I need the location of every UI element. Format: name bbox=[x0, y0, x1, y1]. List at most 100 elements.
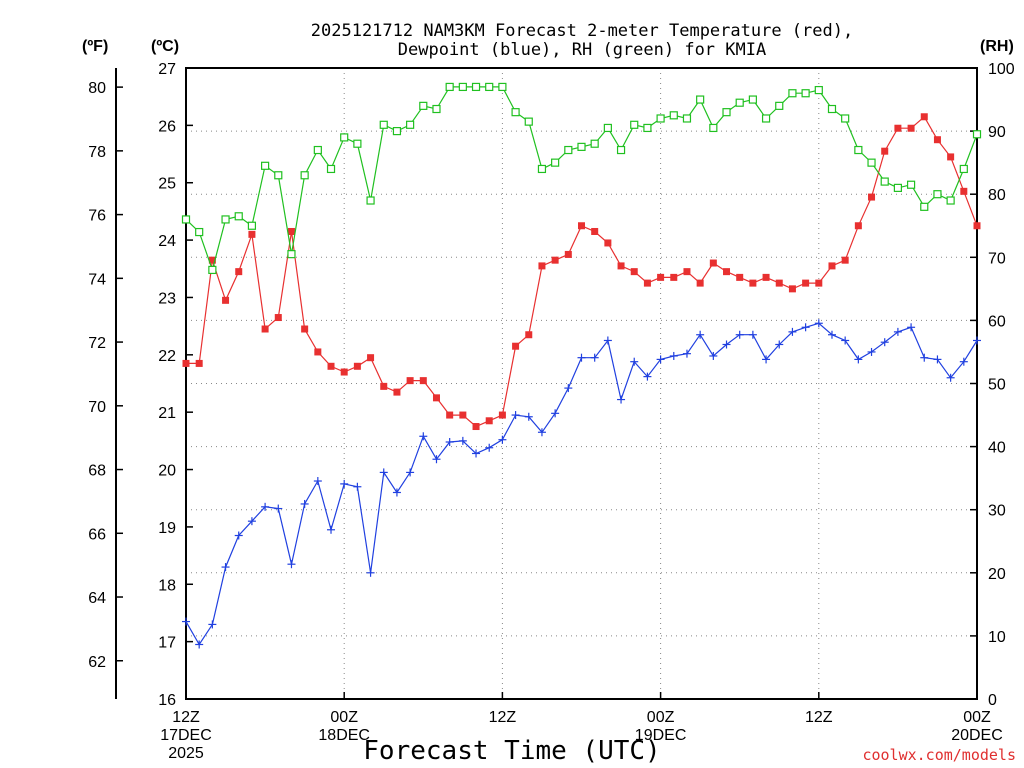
dewpoint-point bbox=[709, 351, 718, 360]
dewpoint-point bbox=[722, 340, 731, 349]
temperature-point bbox=[525, 331, 533, 339]
rh-point bbox=[366, 196, 375, 205]
temperature-point bbox=[551, 256, 559, 264]
rh-point bbox=[471, 82, 481, 92]
rh-point bbox=[419, 101, 428, 110]
temperature-point bbox=[195, 359, 203, 367]
dewpoint-point bbox=[485, 443, 494, 452]
rh-point bbox=[221, 215, 230, 224]
rh-tick-label: 40 bbox=[988, 440, 1006, 457]
celsius-tick-label: 19 bbox=[158, 520, 176, 537]
rh-point bbox=[181, 215, 191, 224]
rh-point bbox=[893, 183, 903, 192]
time-tick-label: 12Z bbox=[489, 709, 517, 726]
temperature-point bbox=[947, 153, 955, 161]
time-tick-label: 2025 bbox=[168, 745, 204, 762]
temperature-point bbox=[353, 362, 361, 370]
rh-point bbox=[208, 265, 217, 275]
time-tick-label: 12Z bbox=[805, 709, 833, 726]
dewpoint-point bbox=[458, 436, 467, 445]
time-tick-label: 00Z bbox=[330, 709, 358, 726]
dewpoint-point bbox=[682, 349, 691, 358]
rh-point bbox=[498, 82, 507, 92]
rh-point bbox=[867, 158, 876, 167]
rh-point bbox=[340, 133, 349, 142]
rh-point bbox=[577, 142, 586, 151]
celsius-axis-ticks: 16 17 18 19 20 21 22 23 24 25 26 27 bbox=[158, 61, 193, 709]
temperature-point bbox=[432, 394, 440, 402]
temperature-point bbox=[208, 256, 216, 264]
rh-point bbox=[761, 114, 771, 123]
dewpoint-point bbox=[366, 568, 375, 577]
rh-point bbox=[854, 145, 863, 155]
grid-lines bbox=[186, 68, 977, 699]
dewpoint-point bbox=[182, 617, 190, 626]
dewpoint-point bbox=[577, 353, 586, 362]
dewpoint-point bbox=[669, 351, 678, 360]
rh-point bbox=[551, 158, 560, 167]
temperature-point bbox=[446, 411, 454, 419]
rh-tick-label: 30 bbox=[988, 503, 1006, 520]
dewpoint-point bbox=[564, 384, 573, 393]
rh-point bbox=[432, 104, 441, 114]
temperature-point bbox=[907, 124, 915, 132]
dewpoint-point bbox=[920, 353, 929, 362]
series-dewpoint bbox=[182, 319, 981, 649]
rh-tick-label: 0 bbox=[988, 692, 997, 709]
temperature-point bbox=[222, 296, 230, 304]
series-rh bbox=[181, 82, 982, 275]
temperature-point bbox=[512, 342, 520, 350]
dewpoint-point bbox=[300, 499, 309, 508]
rh-point bbox=[696, 95, 705, 104]
rh-point bbox=[590, 139, 599, 148]
rh-point bbox=[524, 117, 533, 126]
rh-point bbox=[814, 85, 823, 95]
rh-point bbox=[300, 171, 309, 180]
dewpoint-point bbox=[247, 517, 256, 526]
temperature-point bbox=[604, 239, 612, 247]
temperature-point bbox=[538, 262, 546, 270]
celsius-tick-label: 16 bbox=[158, 692, 176, 709]
rh-point bbox=[880, 177, 889, 186]
fahrenheit-tick-label: 68 bbox=[88, 463, 106, 480]
dewpoint-point bbox=[472, 449, 481, 458]
rh-tick-label: 90 bbox=[988, 124, 1006, 141]
dewpoint-point bbox=[748, 330, 757, 339]
temperature-point bbox=[459, 411, 467, 419]
celsius-tick-label: 18 bbox=[158, 577, 176, 594]
dewpoint-point bbox=[946, 373, 955, 382]
dewpoint-point bbox=[511, 411, 520, 420]
rh-point bbox=[656, 114, 665, 123]
temperature-point bbox=[854, 222, 862, 230]
series-layer bbox=[181, 82, 982, 649]
rh-point bbox=[379, 120, 388, 129]
temperature-point bbox=[788, 285, 796, 293]
chart-title-line2: Dewpoint (blue), RH (green) for KMIA bbox=[398, 40, 766, 60]
dewpoint-point bbox=[775, 340, 784, 349]
dewpoint-point bbox=[656, 355, 665, 364]
rh-point bbox=[392, 126, 402, 136]
dewpoint-point bbox=[287, 560, 296, 569]
temperature-point bbox=[775, 279, 783, 287]
rh-point bbox=[748, 95, 757, 104]
dewpoint-point bbox=[406, 468, 415, 477]
time-tick-label: 17DEC bbox=[160, 727, 212, 744]
fahrenheit-tick-label: 62 bbox=[88, 654, 106, 671]
time-tick-label: 00Z bbox=[647, 709, 675, 726]
temperature-point bbox=[723, 268, 731, 276]
dewpoint-point bbox=[643, 372, 652, 381]
rh-point bbox=[353, 139, 362, 148]
dewpoint-point bbox=[551, 409, 560, 418]
rh-point bbox=[709, 123, 718, 133]
rh-point bbox=[643, 123, 652, 133]
x-axis-label: Forecast Time (UTC) bbox=[363, 736, 660, 766]
rh-point bbox=[946, 196, 955, 205]
dewpoint-point bbox=[274, 504, 283, 513]
dewpoint-point bbox=[814, 319, 823, 328]
rh-point bbox=[274, 171, 283, 180]
temperature-point bbox=[802, 279, 810, 287]
rh-point bbox=[959, 164, 968, 174]
fahrenheit-tick-label: 66 bbox=[88, 526, 106, 543]
